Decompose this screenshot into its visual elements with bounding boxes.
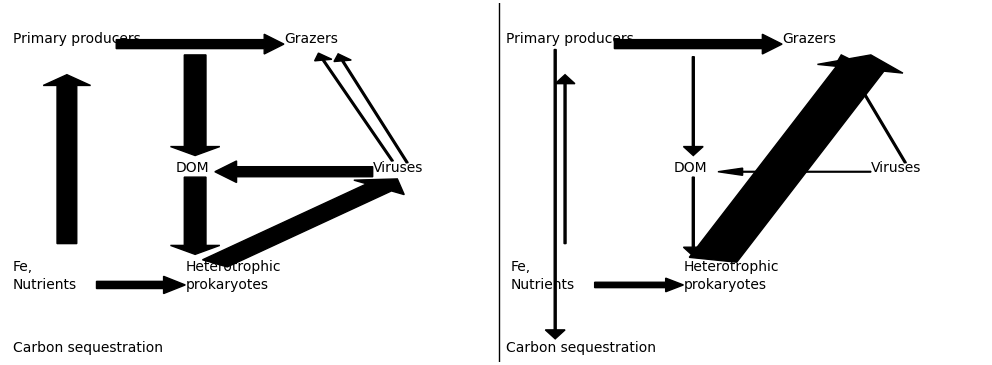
FancyArrow shape bbox=[171, 177, 220, 254]
FancyArrow shape bbox=[202, 179, 405, 267]
FancyArrow shape bbox=[96, 276, 186, 293]
Text: Heterotrophic
prokaryotes: Heterotrophic prokaryotes bbox=[683, 260, 779, 292]
Text: Primary producers: Primary producers bbox=[13, 32, 141, 46]
Text: Carbon sequestration: Carbon sequestration bbox=[506, 341, 656, 355]
Text: DOM: DOM bbox=[176, 161, 209, 175]
FancyArrow shape bbox=[594, 278, 683, 292]
Text: Grazers: Grazers bbox=[782, 32, 836, 46]
Text: DOM: DOM bbox=[674, 161, 707, 175]
FancyArrow shape bbox=[718, 168, 871, 175]
FancyArrow shape bbox=[683, 177, 703, 256]
Text: Grazers: Grazers bbox=[284, 32, 338, 46]
FancyArrow shape bbox=[614, 34, 782, 54]
FancyArrow shape bbox=[556, 75, 575, 243]
FancyArrow shape bbox=[546, 50, 565, 339]
Text: Fe,
Nutrients: Fe, Nutrients bbox=[13, 260, 76, 292]
FancyArrow shape bbox=[215, 161, 373, 182]
FancyArrow shape bbox=[334, 54, 408, 163]
Text: Viruses: Viruses bbox=[373, 161, 423, 175]
FancyArrow shape bbox=[171, 55, 220, 155]
FancyArrow shape bbox=[683, 57, 703, 155]
Text: Heterotrophic
prokaryotes: Heterotrophic prokaryotes bbox=[186, 260, 281, 292]
Text: Viruses: Viruses bbox=[871, 161, 922, 175]
FancyArrow shape bbox=[116, 34, 284, 54]
FancyArrow shape bbox=[314, 53, 394, 161]
Text: Fe,
Nutrients: Fe, Nutrients bbox=[511, 260, 575, 292]
FancyArrow shape bbox=[44, 75, 90, 243]
FancyArrow shape bbox=[837, 55, 907, 163]
Text: Primary producers: Primary producers bbox=[506, 32, 634, 46]
Text: Carbon sequestration: Carbon sequestration bbox=[13, 341, 163, 355]
FancyArrow shape bbox=[689, 55, 903, 262]
